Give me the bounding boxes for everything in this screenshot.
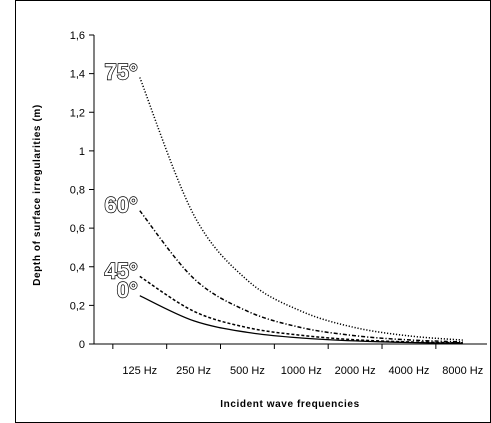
y-tick-label: 0,8 — [70, 185, 85, 197]
series-labels: 75° 60° 45°0° — [104, 59, 139, 304]
x-tick-label: 500 Hz — [230, 365, 265, 377]
y-tick-label: 1,6 — [70, 30, 85, 42]
x-tick-label: 4000 Hz — [388, 365, 429, 377]
series-label-1: 75° — [104, 59, 137, 84]
x-axis-title: Incident wave frequencies — [220, 399, 360, 410]
y-tick-label: 0,6 — [70, 223, 85, 235]
series-line-2 — [139, 210, 463, 343]
y-tick-label: 1 — [79, 146, 85, 158]
series-label-4: 0° — [117, 278, 138, 303]
plot-area — [89, 34, 487, 349]
series-label-2: 60° — [104, 193, 137, 218]
y-axis-title: Depth of surface irregularities (m) — [32, 104, 43, 286]
series-line-3 — [139, 275, 463, 344]
x-tick-label: 2000 Hz — [335, 365, 376, 377]
y-tick-label: 0,2 — [70, 300, 85, 312]
y-tick-label: 1,2 — [70, 107, 85, 119]
y-tick-label: 0,4 — [70, 262, 85, 274]
y-tick-label: 1,4 — [70, 69, 85, 81]
series-line-4 — [139, 295, 463, 344]
x-tick-labels: 125 Hz 250 Hz 500 Hz 1000 Hz 2000 Hz 4000 Hz 8… — [122, 365, 483, 377]
chart-border — [15, 0, 491, 423]
series-label-3: 45° — [104, 258, 137, 283]
x-tick-label: 8000 Hz — [442, 365, 483, 377]
x-tick-label: 125 Hz — [122, 365, 157, 377]
y-tick-label: 0 — [79, 339, 85, 351]
x-tick-label: 250 Hz — [176, 365, 211, 377]
series-line-1 — [139, 77, 463, 341]
x-tick-label: 1000 Hz — [281, 365, 322, 377]
series-layer — [139, 77, 463, 344]
y-tick-labels: 0 0,2 0,4 0,6 0,8 1 1,2 1,4 1,6 — [70, 30, 85, 351]
